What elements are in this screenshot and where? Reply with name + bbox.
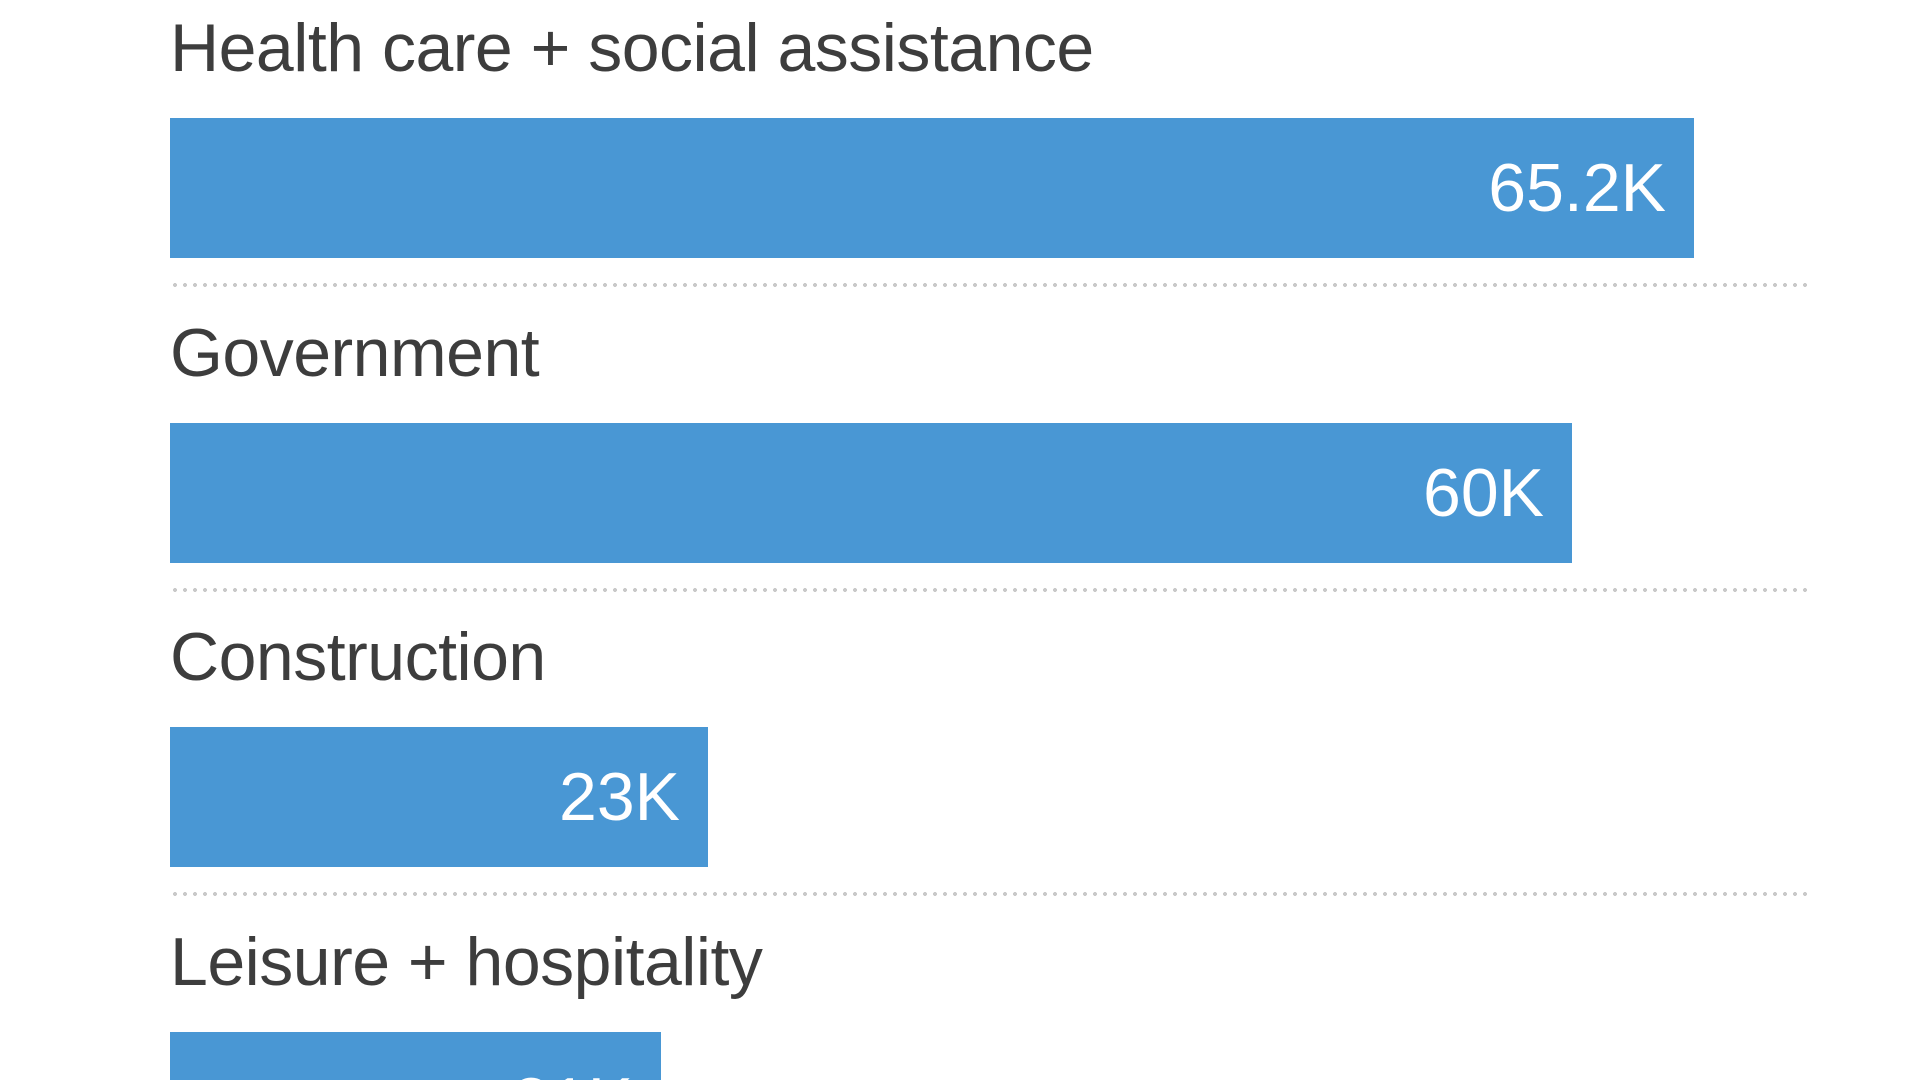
bar-row: Health care + social assistance 65.2K <box>170 14 1807 319</box>
bar[interactable]: 60K <box>170 422 1572 563</box>
category-label: Construction <box>170 619 546 695</box>
bar[interactable]: 65.2K <box>170 118 1694 258</box>
bar[interactable]: 21K <box>170 1031 661 1080</box>
category-label: Leisure + hospitality <box>170 923 763 1000</box>
value-label: 21K <box>512 1032 661 1080</box>
bar-row: Leisure + hospitality 21K <box>170 928 1807 1080</box>
category-label: Government <box>170 314 540 391</box>
value-label: 60K <box>1423 454 1544 531</box>
bar-row: Construction 23K <box>170 623 1807 928</box>
row-separator-dotted-line <box>170 283 1807 287</box>
value-label: 65.2K <box>1488 150 1666 226</box>
row-separator-dotted-line <box>170 587 1807 592</box>
value-label: 23K <box>559 759 680 835</box>
bar[interactable]: 23K <box>170 727 708 867</box>
row-separator-dotted-line <box>170 892 1807 896</box>
bar-row: Government 60K <box>170 319 1807 624</box>
category-label: Health care + social assistance <box>170 10 1094 86</box>
